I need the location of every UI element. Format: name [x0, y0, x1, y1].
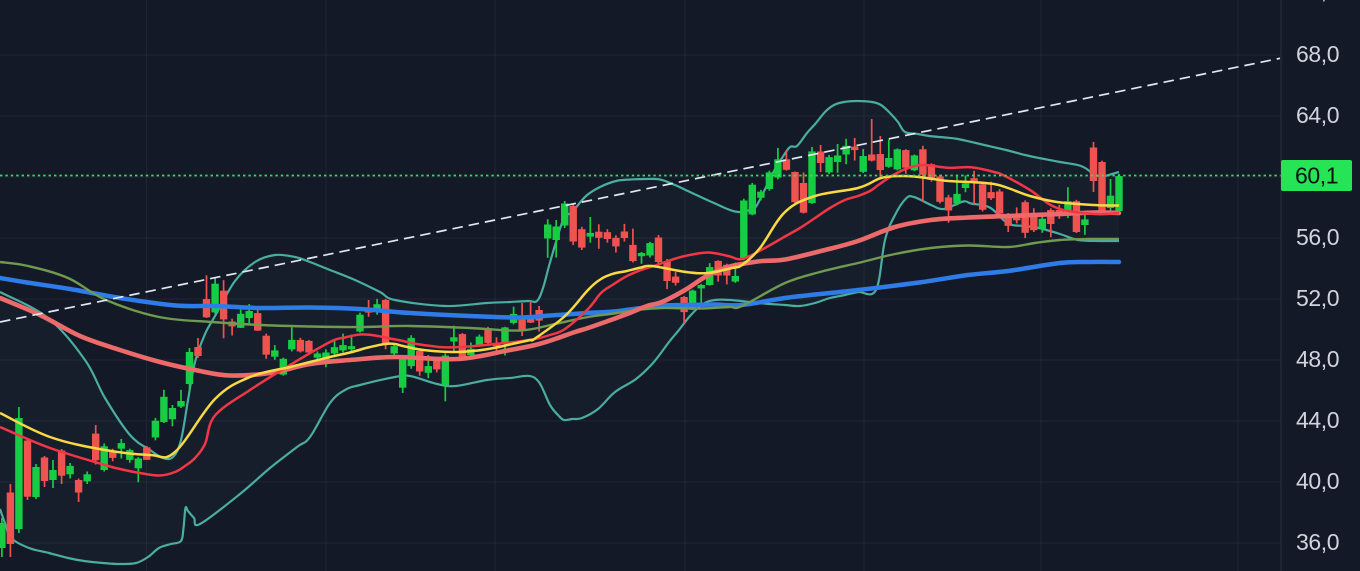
svg-text:64,0: 64,0	[1296, 102, 1339, 128]
svg-text:56,0: 56,0	[1296, 224, 1339, 250]
svg-text:40,0: 40,0	[1296, 468, 1339, 494]
svg-text:52,0: 52,0	[1296, 285, 1339, 311]
svg-text:44,0: 44,0	[1296, 407, 1339, 433]
svg-text:60,1: 60,1	[1295, 163, 1338, 189]
svg-text:48,0: 48,0	[1296, 346, 1339, 372]
svg-text:72,0: 72,0	[1296, 0, 1339, 4]
svg-text:36,0: 36,0	[1296, 529, 1339, 555]
svg-text:68,0: 68,0	[1296, 41, 1339, 67]
